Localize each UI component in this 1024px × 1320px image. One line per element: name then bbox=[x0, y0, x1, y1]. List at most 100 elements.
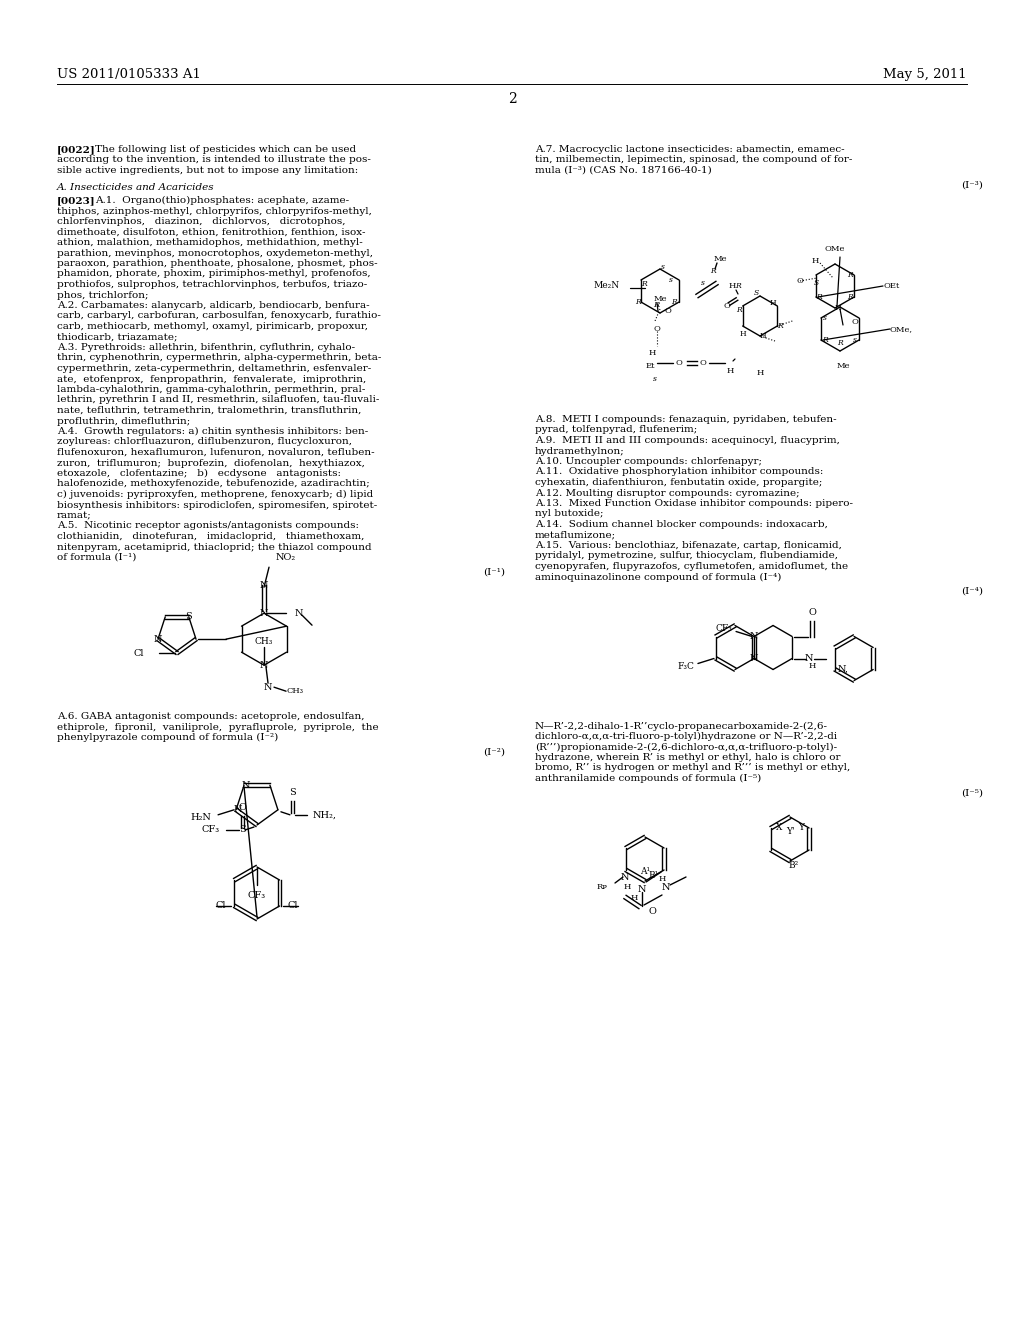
Text: H₂N: H₂N bbox=[190, 813, 211, 822]
Text: N: N bbox=[260, 661, 268, 669]
Text: A.2. Carbamates: alanycarb, aldicarb, bendiocarb, benfura-: A.2. Carbamates: alanycarb, aldicarb, be… bbox=[57, 301, 370, 310]
Text: O: O bbox=[808, 609, 816, 616]
Text: O: O bbox=[653, 325, 660, 333]
Text: N—R’-2,2-dihalo-1-R’’cyclo-propanecarboxamide-2-(2,6-: N—R’-2,2-dihalo-1-R’’cyclo-propanecarbox… bbox=[535, 722, 828, 731]
Text: Me: Me bbox=[714, 255, 727, 263]
Text: (I⁻⁵): (I⁻⁵) bbox=[961, 788, 983, 797]
Text: Rᴘ: Rᴘ bbox=[596, 883, 607, 891]
Text: CH₃: CH₃ bbox=[255, 636, 273, 645]
Text: H: H bbox=[728, 282, 735, 290]
Text: S: S bbox=[813, 279, 818, 286]
Text: A.10. Uncoupler compounds: chlorfenapyr;: A.10. Uncoupler compounds: chlorfenapyr; bbox=[535, 457, 762, 466]
Text: ethiprole,  fipronil,  vaniliprole,  pyrafluprole,  pyriprole,  the: ethiprole, fipronil, vaniliprole, pyrafl… bbox=[57, 722, 379, 731]
Text: O: O bbox=[676, 359, 682, 367]
Text: N: N bbox=[295, 609, 303, 618]
Text: H: H bbox=[770, 300, 776, 308]
Text: paraoxon, parathion, phenthoate, phosalone, phosmet, phos-: paraoxon, parathion, phenthoate, phosalo… bbox=[57, 259, 378, 268]
Text: N: N bbox=[233, 805, 243, 814]
Text: nyl butoxide;: nyl butoxide; bbox=[535, 510, 603, 519]
Text: metaflumizone;: metaflumizone; bbox=[535, 531, 616, 540]
Text: R: R bbox=[653, 301, 659, 309]
Text: A.15.  Various: benclothiaz, bifenazate, cartap, flonicamid,: A.15. Various: benclothiaz, bifenazate, … bbox=[535, 541, 842, 550]
Text: c) juvenoids: pyriproxyfen, methoprene, fenoxycarb; d) lipid: c) juvenoids: pyriproxyfen, methoprene, … bbox=[57, 490, 374, 499]
Text: N: N bbox=[242, 780, 250, 789]
Text: H: H bbox=[757, 370, 764, 378]
Text: S: S bbox=[239, 825, 246, 834]
Text: sible active ingredients, but not to impose any limitation:: sible active ingredients, but not to imp… bbox=[57, 166, 358, 176]
Text: CF₃: CF₃ bbox=[202, 825, 220, 834]
Text: Me₂N: Me₂N bbox=[594, 281, 620, 290]
Text: bromo, R’’ is hydrogen or methyl and R’’’ is methyl or ethyl,: bromo, R’’ is hydrogen or methyl and R’’… bbox=[535, 763, 850, 772]
Text: B²: B² bbox=[788, 862, 799, 870]
Text: clothianidin,   dinotefuran,   imidacloprid,   thiamethoxam,: clothianidin, dinotefuran, imidacloprid,… bbox=[57, 532, 365, 541]
Text: dichloro-α,α,α-tri-fluoro-p-tolyl)hydrazone or N—R’-2,2-di: dichloro-α,α,α-tri-fluoro-p-tolyl)hydraz… bbox=[535, 733, 838, 741]
Text: H: H bbox=[811, 257, 818, 265]
Text: H: H bbox=[658, 875, 666, 883]
Text: R: R bbox=[777, 322, 783, 330]
Text: Cl: Cl bbox=[288, 902, 298, 911]
Text: etoxazole,   clofentazine;   b)   ecdysone   antagonists:: etoxazole, clofentazine; b) ecdysone ant… bbox=[57, 469, 341, 478]
Text: phenylpyrazole compound of formula (I⁻²): phenylpyrazole compound of formula (I⁻²) bbox=[57, 733, 279, 742]
Text: pyridalyl, pymetrozine, sulfur, thiocyclam, flubendiamide,: pyridalyl, pymetrozine, sulfur, thiocycl… bbox=[535, 552, 838, 561]
Text: F₃C: F₃C bbox=[677, 663, 694, 671]
Text: R: R bbox=[847, 293, 853, 301]
Text: S: S bbox=[290, 788, 296, 797]
Text: NO₂: NO₂ bbox=[276, 553, 296, 562]
Text: thiphos, azinphos-methyl, chlorpyrifos, chlorpyrifos-methyl,: thiphos, azinphos-methyl, chlorpyrifos, … bbox=[57, 206, 372, 215]
Text: H: H bbox=[760, 333, 766, 341]
Text: R: R bbox=[822, 337, 827, 345]
Text: anthranilamide compounds of formula (I⁻⁵): anthranilamide compounds of formula (I⁻⁵… bbox=[535, 774, 761, 783]
Text: nitenpyram, acetamiprid, thiacloprid; the thiazol compound: nitenpyram, acetamiprid, thiacloprid; th… bbox=[57, 543, 372, 552]
Text: A.6. GABA antagonist compounds: acetoprole, endosulfan,: A.6. GABA antagonist compounds: acetopro… bbox=[57, 711, 365, 721]
Text: N: N bbox=[260, 581, 268, 590]
Text: CF₃: CF₃ bbox=[715, 624, 732, 634]
Text: O: O bbox=[699, 359, 707, 367]
Text: (I⁻³): (I⁻³) bbox=[962, 181, 983, 190]
Text: of formula (I⁻¹): of formula (I⁻¹) bbox=[57, 553, 136, 562]
Text: pyrad, tolfenpyrad, flufenerim;: pyrad, tolfenpyrad, flufenerim; bbox=[535, 425, 697, 434]
Text: R: R bbox=[641, 280, 647, 288]
Text: ramat;: ramat; bbox=[57, 511, 92, 520]
Text: lethrin, pyrethrin I and II, resmethrin, silafluofen, tau-fluvali-: lethrin, pyrethrin I and II, resmethrin,… bbox=[57, 396, 379, 404]
Text: cyenopyrafen, flupyrazofos, cyflumetofen, amidoflumet, the: cyenopyrafen, flupyrazofos, cyflumetofen… bbox=[535, 562, 848, 572]
Text: lambda-cyhalothrin, gamma-cyhalothrin, permethrin, pral-: lambda-cyhalothrin, gamma-cyhalothrin, p… bbox=[57, 385, 366, 393]
Text: aminoquinazolinone compound of formula (I⁻⁴): aminoquinazolinone compound of formula (… bbox=[535, 573, 781, 582]
Text: OMe,: OMe, bbox=[890, 325, 913, 333]
Text: A.3. Pyrethroids: allethrin, bifenthrin, cyfluthrin, cyhalo-: A.3. Pyrethroids: allethrin, bifenthrin,… bbox=[57, 343, 355, 352]
Text: N: N bbox=[638, 886, 646, 895]
Text: (I⁻¹): (I⁻¹) bbox=[483, 568, 505, 577]
Text: S: S bbox=[754, 289, 759, 297]
Text: A.4.  Growth regulators: a) chitin synthesis inhibitors: ben-: A.4. Growth regulators: a) chitin synthe… bbox=[57, 426, 369, 436]
Text: 2: 2 bbox=[508, 92, 516, 106]
Text: profluthrin, dimefluthrin;: profluthrin, dimefluthrin; bbox=[57, 417, 190, 425]
Text: N: N bbox=[260, 609, 268, 618]
Text: The following list of pesticides which can be used: The following list of pesticides which c… bbox=[95, 145, 356, 154]
Text: hydrazone, wherein R’ is methyl or ethyl, halo is chloro or: hydrazone, wherein R’ is methyl or ethyl… bbox=[535, 752, 841, 762]
Text: phamidon, phorate, phoxim, pirimiphos-methyl, profenofos,: phamidon, phorate, phoxim, pirimiphos-me… bbox=[57, 269, 371, 279]
Text: s: s bbox=[653, 375, 657, 383]
Text: (I⁻⁴): (I⁻⁴) bbox=[961, 587, 983, 597]
Text: H: H bbox=[808, 663, 816, 671]
Text: tin, milbemectin, lepimectin, spinosad, the compound of for-: tin, milbemectin, lepimectin, spinosad, … bbox=[535, 156, 852, 165]
Text: R: R bbox=[838, 339, 843, 347]
Text: N: N bbox=[154, 635, 162, 644]
Text: Cl: Cl bbox=[133, 648, 144, 657]
Text: O: O bbox=[238, 804, 246, 813]
Text: OEt: OEt bbox=[883, 282, 899, 290]
Text: O: O bbox=[665, 308, 672, 315]
Text: Y: Y bbox=[798, 824, 804, 833]
Text: N: N bbox=[264, 682, 272, 692]
Text: s: s bbox=[853, 337, 857, 345]
Text: O: O bbox=[852, 318, 858, 326]
Text: s: s bbox=[701, 279, 705, 286]
Text: mula (I⁻³) (CAS No. 187166-40-1): mula (I⁻³) (CAS No. 187166-40-1) bbox=[535, 166, 712, 176]
Text: H: H bbox=[739, 330, 746, 338]
Text: s: s bbox=[662, 263, 665, 271]
Text: phos, trichlorfon;: phos, trichlorfon; bbox=[57, 290, 148, 300]
Text: biosynthesis inhibitors: spirodiclofen, spiromesifen, spirotet-: biosynthesis inhibitors: spirodiclofen, … bbox=[57, 500, 377, 510]
Text: B¹: B¹ bbox=[649, 870, 659, 879]
Text: R: R bbox=[847, 271, 853, 279]
Text: R: R bbox=[816, 293, 822, 301]
Text: cypermethrin, zeta-cypermethrin, deltamethrin, esfenvaler-: cypermethrin, zeta-cypermethrin, deltame… bbox=[57, 364, 372, 374]
Text: N,: N, bbox=[838, 665, 849, 675]
